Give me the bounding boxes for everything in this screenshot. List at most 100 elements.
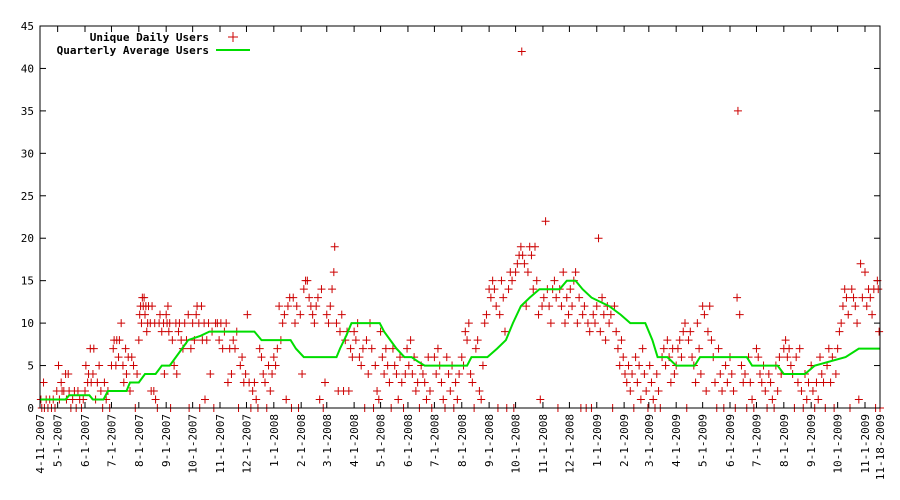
daily-users-point xyxy=(504,285,513,294)
x-tick-label: 3-1-2009 xyxy=(643,414,656,467)
daily-users-point xyxy=(404,361,413,370)
daily-users-point xyxy=(420,378,429,387)
daily-users-point xyxy=(337,310,346,319)
daily-users-point xyxy=(849,293,858,302)
daily-users-point xyxy=(617,336,626,345)
daily-users-point xyxy=(453,395,462,404)
daily-users-point xyxy=(206,370,215,379)
daily-users-point xyxy=(362,336,371,345)
daily-users-point xyxy=(168,336,177,345)
daily-users-point xyxy=(714,344,723,353)
daily-users-point xyxy=(114,353,123,362)
daily-users-point xyxy=(718,387,727,396)
daily-users-point xyxy=(88,370,97,379)
daily-users-point xyxy=(691,378,700,387)
axes: 0 5 10 15 20 25 30 35 40 45 4-11-2007 5-1-2007 6-1-2… xyxy=(21,20,887,480)
daily-users-point xyxy=(838,302,847,311)
x-tick-label: 3-1-2008 xyxy=(321,414,334,467)
daily-users-point xyxy=(693,319,702,328)
daily-users-point xyxy=(756,370,764,379)
daily-users-point xyxy=(638,344,647,353)
daily-users-point xyxy=(594,234,603,243)
daily-users-point xyxy=(378,353,387,362)
daily-users-point xyxy=(517,47,526,56)
daily-users-point xyxy=(739,378,748,387)
daily-users-point xyxy=(793,378,802,387)
daily-users-point xyxy=(271,361,280,370)
daily-users-point xyxy=(847,285,856,294)
daily-users-point xyxy=(330,242,339,251)
daily-users-point xyxy=(596,327,605,336)
daily-users-point xyxy=(57,378,66,387)
daily-users-point xyxy=(257,353,266,362)
daily-users-point xyxy=(853,319,862,328)
daily-users-point xyxy=(278,319,287,328)
daily-users-point xyxy=(95,361,104,370)
daily-users-point xyxy=(344,387,353,396)
x-tick-label: 8-1-2008 xyxy=(456,414,469,467)
daily-users-point xyxy=(223,378,232,387)
daily-users-point xyxy=(571,268,580,277)
daily-users-point xyxy=(292,302,301,311)
daily-users-point xyxy=(357,361,366,370)
daily-users-point xyxy=(380,370,389,379)
x-tick-label: 9-1-2007 xyxy=(160,414,173,467)
daily-users-point xyxy=(355,353,364,362)
daily-users-point xyxy=(773,387,782,396)
daily-users-point xyxy=(599,310,608,319)
daily-users-point xyxy=(833,344,842,353)
daily-users-point xyxy=(497,276,506,285)
daily-users-point xyxy=(670,370,679,379)
daily-users-point xyxy=(115,336,124,345)
daily-users-point xyxy=(81,387,89,396)
daily-users-point xyxy=(390,361,399,370)
daily-users-point xyxy=(403,344,412,353)
daily-users-point xyxy=(721,361,730,370)
x-tick-label: 10-1-2009 xyxy=(832,414,845,474)
daily-users-point xyxy=(696,370,705,379)
daily-users-point xyxy=(677,353,686,362)
daily-users-point xyxy=(633,378,642,387)
x-tick-label: 4-11-2007 xyxy=(34,414,47,474)
legend: Unique Daily Users Quarterly Average Use… xyxy=(57,31,250,57)
daily-users-point xyxy=(786,361,795,370)
daily-users-point xyxy=(477,395,486,404)
daily-users-point xyxy=(578,310,587,319)
daily-users-point xyxy=(308,310,317,319)
daily-users-point xyxy=(513,259,522,268)
daily-users-point xyxy=(635,361,644,370)
daily-users-point xyxy=(875,327,884,336)
daily-users-point xyxy=(329,268,338,277)
x-tick-label: 7-1-2009 xyxy=(750,414,763,467)
daily-users-point xyxy=(854,395,863,404)
daily-users-point xyxy=(486,293,495,302)
daily-users-point xyxy=(561,319,569,328)
daily-users-point xyxy=(681,319,689,328)
daily-users-point xyxy=(231,344,239,353)
daily-users-point xyxy=(531,242,539,251)
daily-users-point xyxy=(394,395,403,404)
daily-users-point xyxy=(536,395,545,404)
daily-users-point xyxy=(626,387,635,396)
x-tick-label: 6-1-2009 xyxy=(724,414,737,467)
daily-users-point xyxy=(673,344,682,353)
daily-users-point xyxy=(552,293,561,302)
daily-users-point xyxy=(64,370,73,379)
daily-users-point xyxy=(723,378,732,387)
x-tick-label: 1-1-2009 xyxy=(591,414,604,467)
daily-users-point xyxy=(645,361,654,370)
daily-users-point xyxy=(482,310,491,319)
daily-users-point xyxy=(261,378,269,387)
daily-users-point xyxy=(374,395,383,404)
daily-users-point xyxy=(451,378,460,387)
daily-users-point xyxy=(606,310,615,319)
x-tick-label: 11-1-2007 xyxy=(214,414,227,474)
daily-users-point xyxy=(383,361,392,370)
daily-users-point xyxy=(396,353,404,362)
daily-users-point xyxy=(129,361,138,370)
daily-users-point xyxy=(816,353,824,362)
x-tick-label: 10-1-2007 xyxy=(187,414,200,474)
daily-users-point xyxy=(162,310,171,319)
daily-users-point xyxy=(562,293,571,302)
